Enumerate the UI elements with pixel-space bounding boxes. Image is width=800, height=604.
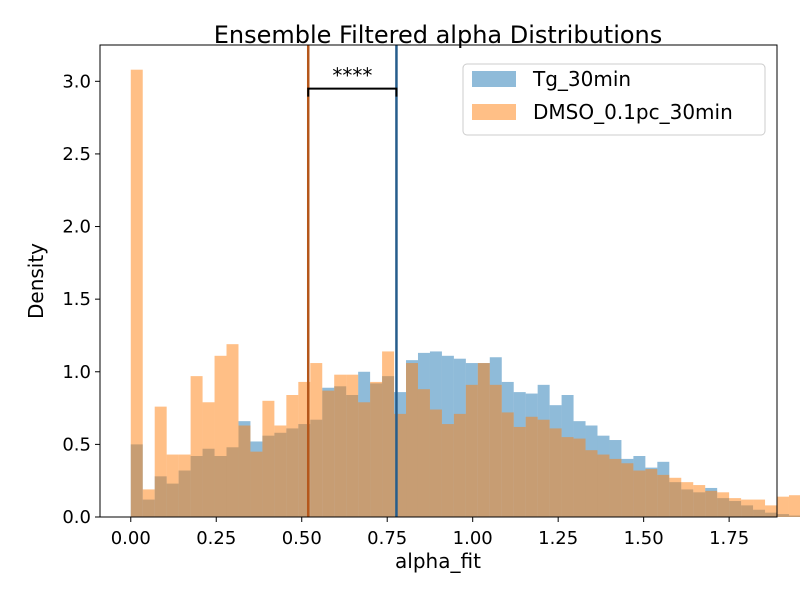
hist-bar-dmso — [262, 400, 275, 517]
hist-bar-dmso — [513, 426, 526, 517]
x-tick-label: 0.50 — [282, 528, 322, 549]
hist-bar-dmso — [441, 424, 454, 517]
hist-bar-dmso — [525, 416, 538, 517]
hist-bar-dmso — [621, 463, 634, 517]
hist-bar-dmso — [465, 384, 478, 517]
chart-title: Ensemble Filtered alpha Distributions — [214, 21, 663, 49]
hist-bar-dmso — [669, 477, 682, 517]
hist-bar-dmso — [561, 437, 574, 517]
hist-bar-dmso — [310, 363, 323, 517]
y-tick-label: 2.0 — [62, 217, 91, 238]
hist-bar-dmso — [753, 499, 766, 517]
hist-bar-dmso — [657, 474, 670, 517]
hist-bar-dmso — [358, 402, 371, 517]
hist-bar-dmso — [274, 425, 287, 517]
hist-bar-dmso — [250, 451, 263, 517]
hist-bar-dmso — [370, 381, 383, 517]
hist-bar-dmso — [573, 438, 586, 517]
axes-frame — [99, 44, 778, 518]
y-tick-label: 2.5 — [62, 144, 91, 165]
y-tick-label: 1.0 — [62, 362, 91, 383]
hist-bar-dmso — [202, 402, 215, 517]
x-axis-label: alpha_fit — [395, 549, 481, 573]
hist-bar-dmso — [765, 505, 777, 517]
hist-bar-dmso — [154, 406, 167, 517]
x-tick-label: 1.50 — [624, 528, 664, 549]
x-tick-label: 0.00 — [111, 528, 151, 549]
hist-bar-dmso — [788, 495, 800, 517]
x-tick-label: 0.25 — [196, 528, 236, 549]
mean-lines-layer — [306, 45, 398, 517]
y-axis-label: Density — [24, 243, 48, 319]
hist-bar-dmso — [417, 389, 430, 517]
hist-bar-dmso — [178, 454, 191, 517]
hist-bar-dmso — [322, 390, 335, 517]
hist-bar-dmso — [453, 413, 466, 517]
legend-label-dmso: DMSO_0.1pc_30min — [533, 100, 733, 124]
hist-bar-dmso — [238, 425, 251, 517]
hist-bar-dmso — [190, 376, 203, 517]
hist-bar-dmso — [334, 374, 347, 517]
hist-bar-dmso — [729, 498, 742, 517]
hist-bar-dmso — [681, 482, 694, 517]
hist-bar-dmso — [130, 69, 143, 517]
hist-bar-dmso — [382, 351, 395, 517]
hist-bar-dmso — [549, 428, 562, 517]
y-tick-label: 0.5 — [62, 434, 91, 455]
significance-bracket — [307, 87, 398, 97]
hist-bar-dmso — [166, 454, 179, 517]
hist-bar-dmso — [406, 363, 418, 517]
hist-bar-dmso — [501, 412, 514, 517]
hist-bar-dmso — [717, 492, 730, 517]
hist-bar-dmso — [429, 409, 442, 517]
x-tick-label: 1.25 — [538, 528, 578, 549]
x-axis-ticks: 0.00 0.25 0.50 0.75 1.00 1.25 1.50 1.75 — [111, 517, 749, 549]
x-tick-label: 1.75 — [709, 528, 749, 549]
hist-bar-dmso — [477, 363, 490, 517]
x-tick-label: 1.00 — [453, 528, 493, 549]
hist-bar-dmso — [705, 490, 718, 517]
hist-bar-dmso — [645, 469, 658, 517]
legend-swatch-dmso — [472, 104, 516, 120]
hist-bar-dmso — [741, 499, 754, 517]
y-tick-label: 3.0 — [62, 71, 91, 92]
legend: Tg_30min DMSO_0.1pc_30min — [462, 63, 766, 136]
hist-bar-dmso — [585, 450, 598, 517]
y-tick-label: 0.0 — [62, 507, 91, 528]
x-tick-label: 0.75 — [367, 528, 407, 549]
bars-layer — [130, 69, 800, 517]
hist-bar-dmso — [777, 496, 789, 517]
hist-bar-dmso — [609, 458, 622, 517]
legend-label-tg: Tg_30min — [532, 67, 631, 91]
hist-bar-dmso — [537, 419, 550, 517]
legend-swatch-tg — [472, 71, 516, 87]
hist-bar-dmso — [597, 454, 610, 517]
hist-bar-dmso — [226, 344, 239, 517]
hist-bar-dmso — [693, 485, 706, 517]
hist-bar-dmso — [633, 470, 646, 517]
hist-bar-dmso — [142, 489, 155, 517]
hist-bar-dmso — [286, 395, 299, 517]
significance-stars: **** — [332, 64, 372, 88]
legend-frame — [462, 63, 766, 136]
hist-bar-dmso — [489, 384, 502, 517]
y-axis-ticks: 0.0 0.5 1.0 1.5 2.0 2.5 3.0 — [62, 71, 100, 528]
y-tick-label: 1.5 — [62, 289, 91, 310]
hist-bar-dmso — [346, 374, 359, 517]
hist-bar-dmso — [394, 413, 407, 517]
significance-annotation: **** — [307, 64, 398, 97]
hist-bar-dmso — [214, 355, 227, 517]
hist-bar-dmso — [298, 381, 311, 517]
